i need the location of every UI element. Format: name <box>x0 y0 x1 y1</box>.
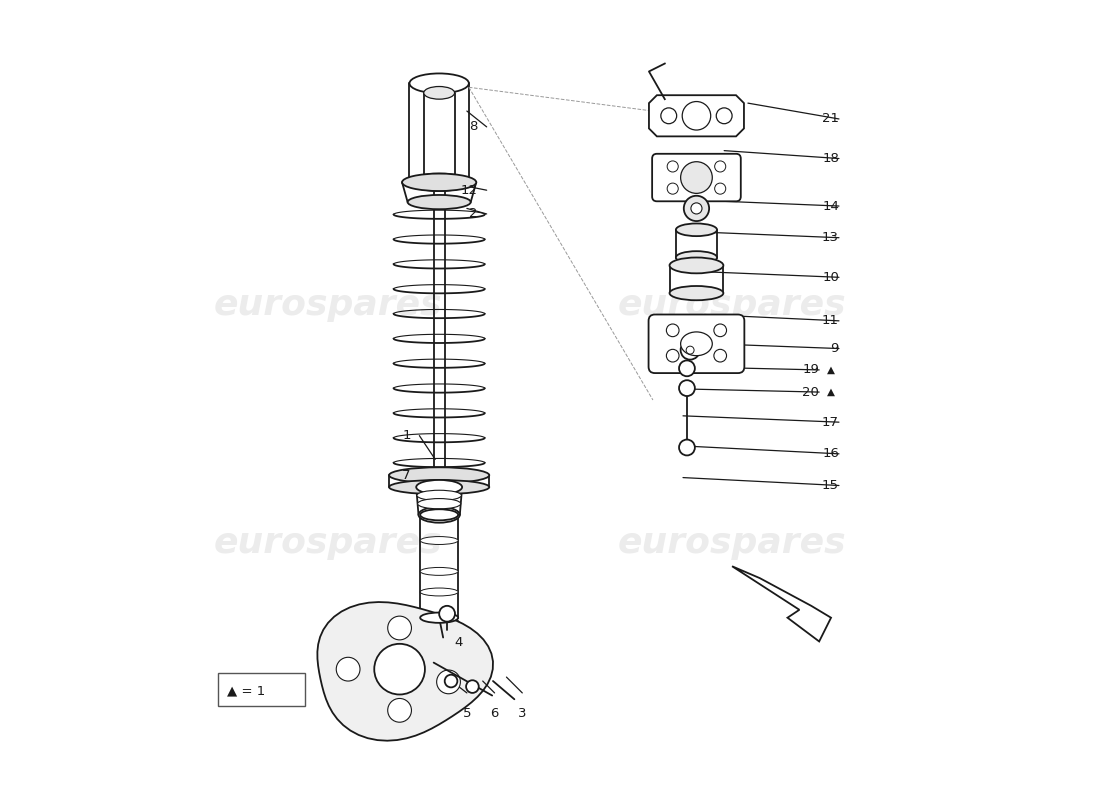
Ellipse shape <box>420 613 459 623</box>
Ellipse shape <box>417 490 461 501</box>
Circle shape <box>691 203 702 214</box>
Circle shape <box>387 698 411 722</box>
Ellipse shape <box>409 174 469 191</box>
Text: ▲: ▲ <box>827 387 835 397</box>
Text: 18: 18 <box>822 152 839 165</box>
Text: 20: 20 <box>802 386 820 398</box>
Circle shape <box>716 108 733 124</box>
Circle shape <box>374 644 425 694</box>
Text: 16: 16 <box>822 447 839 460</box>
Ellipse shape <box>420 588 459 596</box>
Circle shape <box>681 162 713 194</box>
Text: 3: 3 <box>518 707 527 720</box>
Text: 13: 13 <box>822 231 839 244</box>
Text: eurospares: eurospares <box>214 288 442 322</box>
Ellipse shape <box>408 195 471 210</box>
Text: ▲: ▲ <box>827 365 835 375</box>
Text: 5: 5 <box>463 707 471 720</box>
Text: 10: 10 <box>822 270 839 284</box>
Ellipse shape <box>675 223 717 236</box>
Circle shape <box>444 674 458 687</box>
Text: eurospares: eurospares <box>618 288 846 322</box>
Circle shape <box>679 439 695 455</box>
Circle shape <box>686 346 694 354</box>
Circle shape <box>679 361 695 376</box>
Text: 4: 4 <box>454 636 463 649</box>
Circle shape <box>682 102 711 130</box>
Text: 6: 6 <box>491 707 498 720</box>
Circle shape <box>715 161 726 172</box>
Text: eurospares: eurospares <box>618 526 846 559</box>
Circle shape <box>439 606 455 622</box>
Ellipse shape <box>420 510 459 520</box>
Ellipse shape <box>670 286 724 300</box>
Circle shape <box>337 658 360 681</box>
Text: 15: 15 <box>822 479 839 492</box>
Text: 21: 21 <box>822 113 839 126</box>
Ellipse shape <box>420 567 459 575</box>
Circle shape <box>679 380 695 396</box>
Text: ▲ = 1: ▲ = 1 <box>227 684 265 697</box>
Circle shape <box>714 324 726 337</box>
Circle shape <box>668 183 679 194</box>
Circle shape <box>437 670 461 694</box>
Text: 14: 14 <box>822 199 839 213</box>
Circle shape <box>668 161 679 172</box>
FancyBboxPatch shape <box>649 314 745 373</box>
Text: 17: 17 <box>822 416 839 429</box>
Text: 19: 19 <box>802 363 820 377</box>
Circle shape <box>714 350 726 362</box>
Text: 11: 11 <box>822 314 839 327</box>
Ellipse shape <box>670 258 724 274</box>
Ellipse shape <box>403 174 476 191</box>
Polygon shape <box>318 602 493 741</box>
Circle shape <box>466 680 478 693</box>
Ellipse shape <box>389 480 490 494</box>
Circle shape <box>715 183 726 194</box>
Ellipse shape <box>418 507 460 522</box>
Text: 2: 2 <box>470 207 478 221</box>
Ellipse shape <box>389 467 490 483</box>
Text: 12: 12 <box>461 184 478 197</box>
Circle shape <box>661 108 676 124</box>
Circle shape <box>667 324 679 337</box>
Polygon shape <box>733 566 830 642</box>
Ellipse shape <box>420 537 459 545</box>
Text: 1: 1 <box>403 429 410 442</box>
Bar <box>218 673 305 706</box>
FancyBboxPatch shape <box>652 154 740 202</box>
Text: 7: 7 <box>403 469 410 482</box>
Text: 8: 8 <box>470 120 478 134</box>
Circle shape <box>684 196 710 221</box>
Ellipse shape <box>416 480 462 494</box>
Ellipse shape <box>409 74 469 94</box>
Ellipse shape <box>424 86 454 99</box>
Polygon shape <box>649 95 744 136</box>
Circle shape <box>387 616 411 640</box>
Text: eurospares: eurospares <box>214 526 442 559</box>
Ellipse shape <box>681 332 713 356</box>
Circle shape <box>667 350 679 362</box>
Ellipse shape <box>675 251 717 264</box>
Ellipse shape <box>418 498 461 509</box>
Text: 9: 9 <box>830 342 839 355</box>
Circle shape <box>681 341 700 360</box>
